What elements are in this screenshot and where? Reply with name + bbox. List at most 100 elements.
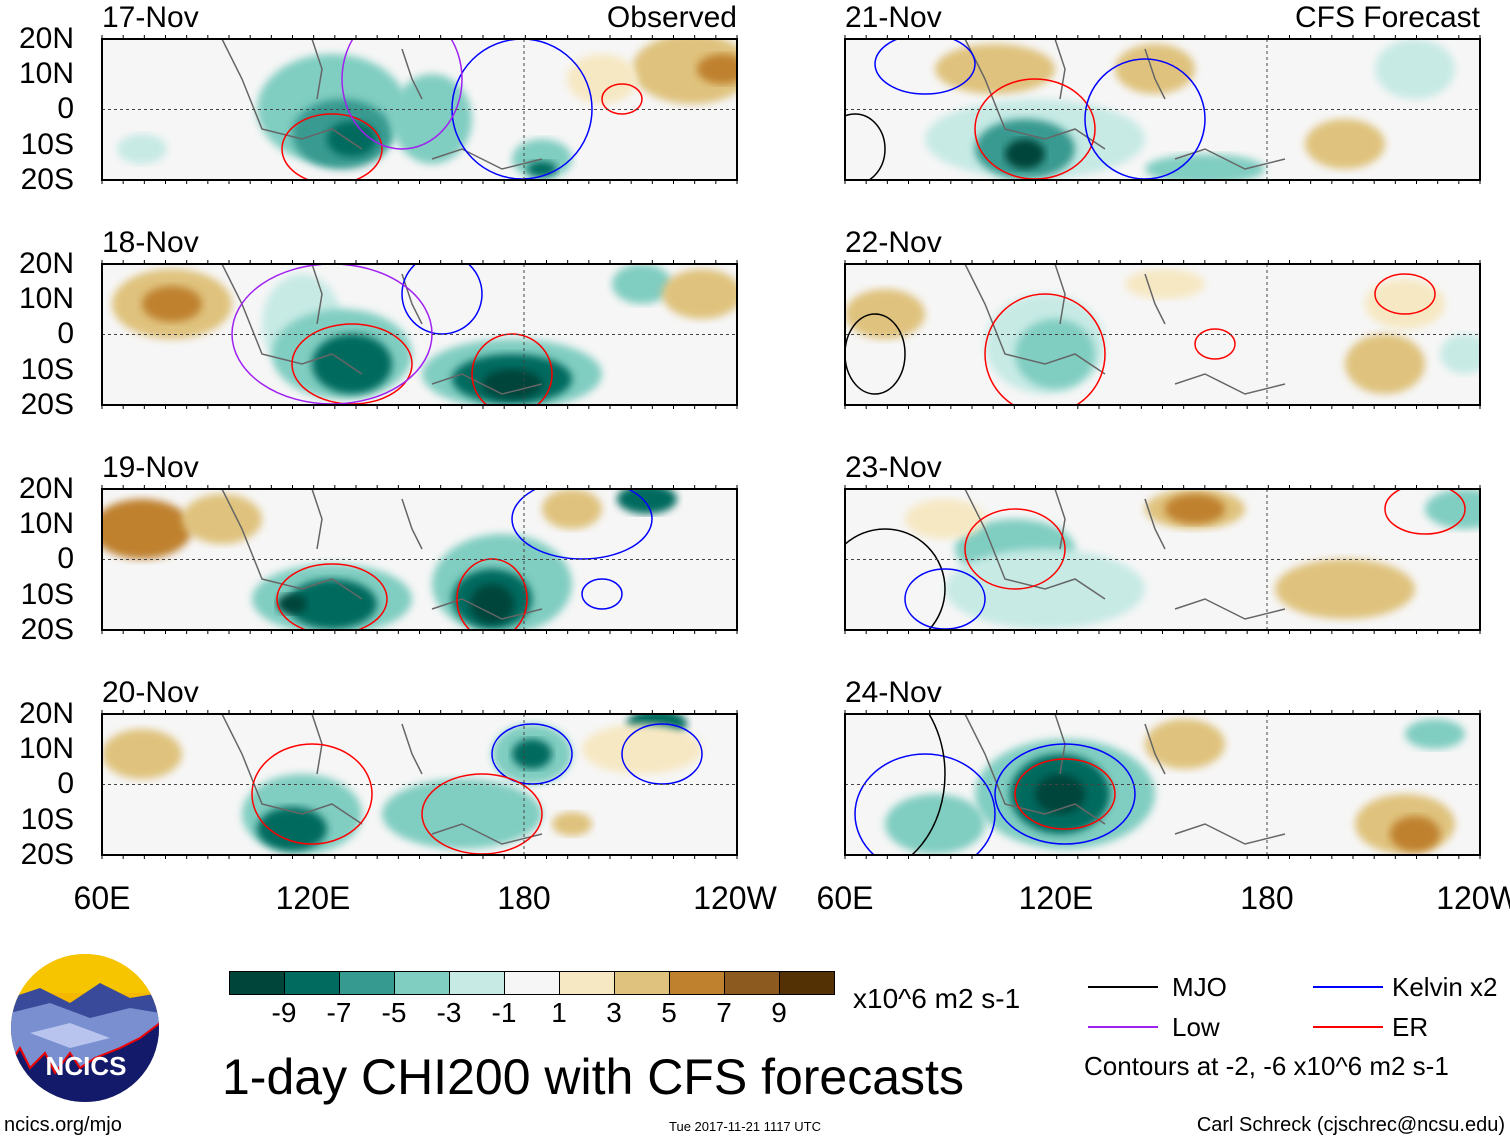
chi-anomaly-region xyxy=(1305,119,1385,169)
ncics-logo: NCICS xyxy=(11,954,159,1102)
wave-contour xyxy=(1384,489,1466,535)
chi-anomaly-region xyxy=(632,39,737,104)
colorbar-label: -5 xyxy=(381,997,407,1028)
colorbar-label: 3 xyxy=(606,997,622,1028)
chi-anomaly-region xyxy=(1440,334,1480,374)
figure-title: 1-day CHI200 with CFS forecasts xyxy=(222,1049,964,1105)
chi-anomaly-region xyxy=(1425,489,1480,529)
coastline xyxy=(221,39,543,170)
y-tick: 10S xyxy=(20,127,74,161)
chi-anomaly-region xyxy=(845,289,925,339)
chi-anomaly-region xyxy=(470,584,514,624)
chi-anomaly-region xyxy=(482,369,542,399)
chi-anomaly-region xyxy=(1165,494,1225,524)
wave-contour xyxy=(601,83,643,115)
y-tick: 10S xyxy=(20,352,74,386)
x-tick: 120W xyxy=(1436,880,1510,916)
wave-contour xyxy=(874,39,976,95)
x-tick: 120W xyxy=(693,880,777,916)
y-tick: 20N xyxy=(18,472,74,505)
chi-anomaly-region xyxy=(1145,154,1265,180)
map-panel: 17-Nov Observed xyxy=(101,3,738,184)
colorbar-swatch xyxy=(285,972,340,994)
legend-line-mjo xyxy=(1088,986,1158,988)
chi-anomaly-region xyxy=(182,494,262,544)
chi-anomaly-region xyxy=(582,724,702,774)
colorbar-swatch xyxy=(725,972,780,994)
site-link[interactable]: ncics.org/mjo xyxy=(4,1114,122,1136)
chi-anomaly-region xyxy=(1345,334,1425,394)
colorbar-units: x10^6 m2 s-1 xyxy=(853,983,1021,1014)
colorbar-swatch xyxy=(340,972,395,994)
chi-anomaly-region xyxy=(392,74,472,164)
wave-contour xyxy=(964,508,1066,590)
colorbar-label: 7 xyxy=(716,997,732,1028)
chi-anomaly-region xyxy=(1115,44,1195,94)
x-tick: 120E xyxy=(1018,880,1094,916)
colorbar-label: 1 xyxy=(551,997,567,1028)
chi-anomaly-region xyxy=(1375,39,1455,99)
chi-anomaly-region xyxy=(697,54,737,84)
legend-line-kelvin xyxy=(1313,986,1383,988)
y-tick: 20S xyxy=(20,162,74,196)
colorbar-swatch xyxy=(230,972,285,994)
panel-date: 20-Nov xyxy=(102,676,199,709)
legend-label: Kelvin x2 xyxy=(1392,972,1498,1002)
wave-contour xyxy=(910,714,946,855)
y-tick: 10N xyxy=(18,507,74,541)
map-panel: 24-Nov xyxy=(844,678,1481,859)
colorbar-swatch xyxy=(450,972,505,994)
chi-anomaly-region xyxy=(1125,269,1205,299)
coastline xyxy=(964,264,1286,395)
legend-line-er xyxy=(1313,1026,1383,1028)
wave-contour xyxy=(854,753,996,855)
wave-contour xyxy=(984,293,1106,405)
coastline xyxy=(221,264,543,395)
y-tick: 20N xyxy=(18,247,74,280)
coastline xyxy=(964,39,1286,170)
y-tick: 10S xyxy=(20,802,74,836)
panel-date: 23-Nov xyxy=(845,451,942,484)
x-tick: 60E xyxy=(816,880,874,916)
colorbar-label: -3 xyxy=(436,997,462,1028)
y-tick: 20N xyxy=(18,697,74,730)
wave-contour xyxy=(341,39,463,150)
chi-anomaly-region xyxy=(1365,279,1445,329)
x-tick: 60E xyxy=(73,880,131,916)
panel-date: 18-Nov xyxy=(102,226,199,259)
wave-contour xyxy=(1374,273,1436,315)
wave-contour xyxy=(281,113,383,180)
chi-anomaly-region xyxy=(527,161,557,177)
colorbar-swatch xyxy=(780,972,834,994)
map-panel: 21-Nov CFS Forecast xyxy=(844,3,1481,184)
y-tick: 0 xyxy=(57,317,74,351)
legend-label: ER xyxy=(1392,1012,1429,1042)
legend-label: MJO xyxy=(1172,972,1227,1002)
chi-anomaly-region xyxy=(142,286,202,322)
y-tick: 0 xyxy=(57,767,74,801)
chi-anomaly-region xyxy=(1275,559,1415,619)
chi-anomaly-region xyxy=(512,739,552,769)
colorbar-swatch xyxy=(615,972,670,994)
chi-anomaly-region xyxy=(102,729,182,779)
chi-anomaly-region xyxy=(287,579,377,629)
y-tick: 20N xyxy=(18,22,74,55)
chi-anomaly-region xyxy=(382,779,542,849)
chi-anomaly-region xyxy=(567,54,637,104)
wave-contour xyxy=(401,264,483,335)
chi-anomaly-region xyxy=(552,812,592,836)
chi-anomaly-region xyxy=(905,499,985,539)
panel-date: 22-Nov xyxy=(845,226,942,259)
legend-label: Low xyxy=(1172,1012,1220,1042)
colorbar-swatch xyxy=(505,972,560,994)
map-panel: 19-Nov xyxy=(101,453,738,634)
chi-anomaly-region xyxy=(1145,719,1225,769)
timestamp: Tue 2017-11-21 1117 UTC xyxy=(669,1119,821,1134)
panel-date: 21-Nov xyxy=(845,1,942,34)
y-tick: 20S xyxy=(20,612,74,646)
coastline xyxy=(964,489,1286,620)
colorbar-swatch xyxy=(670,972,725,994)
y-tick: 20S xyxy=(20,837,74,871)
column-title: CFS Forecast xyxy=(1294,1,1480,34)
